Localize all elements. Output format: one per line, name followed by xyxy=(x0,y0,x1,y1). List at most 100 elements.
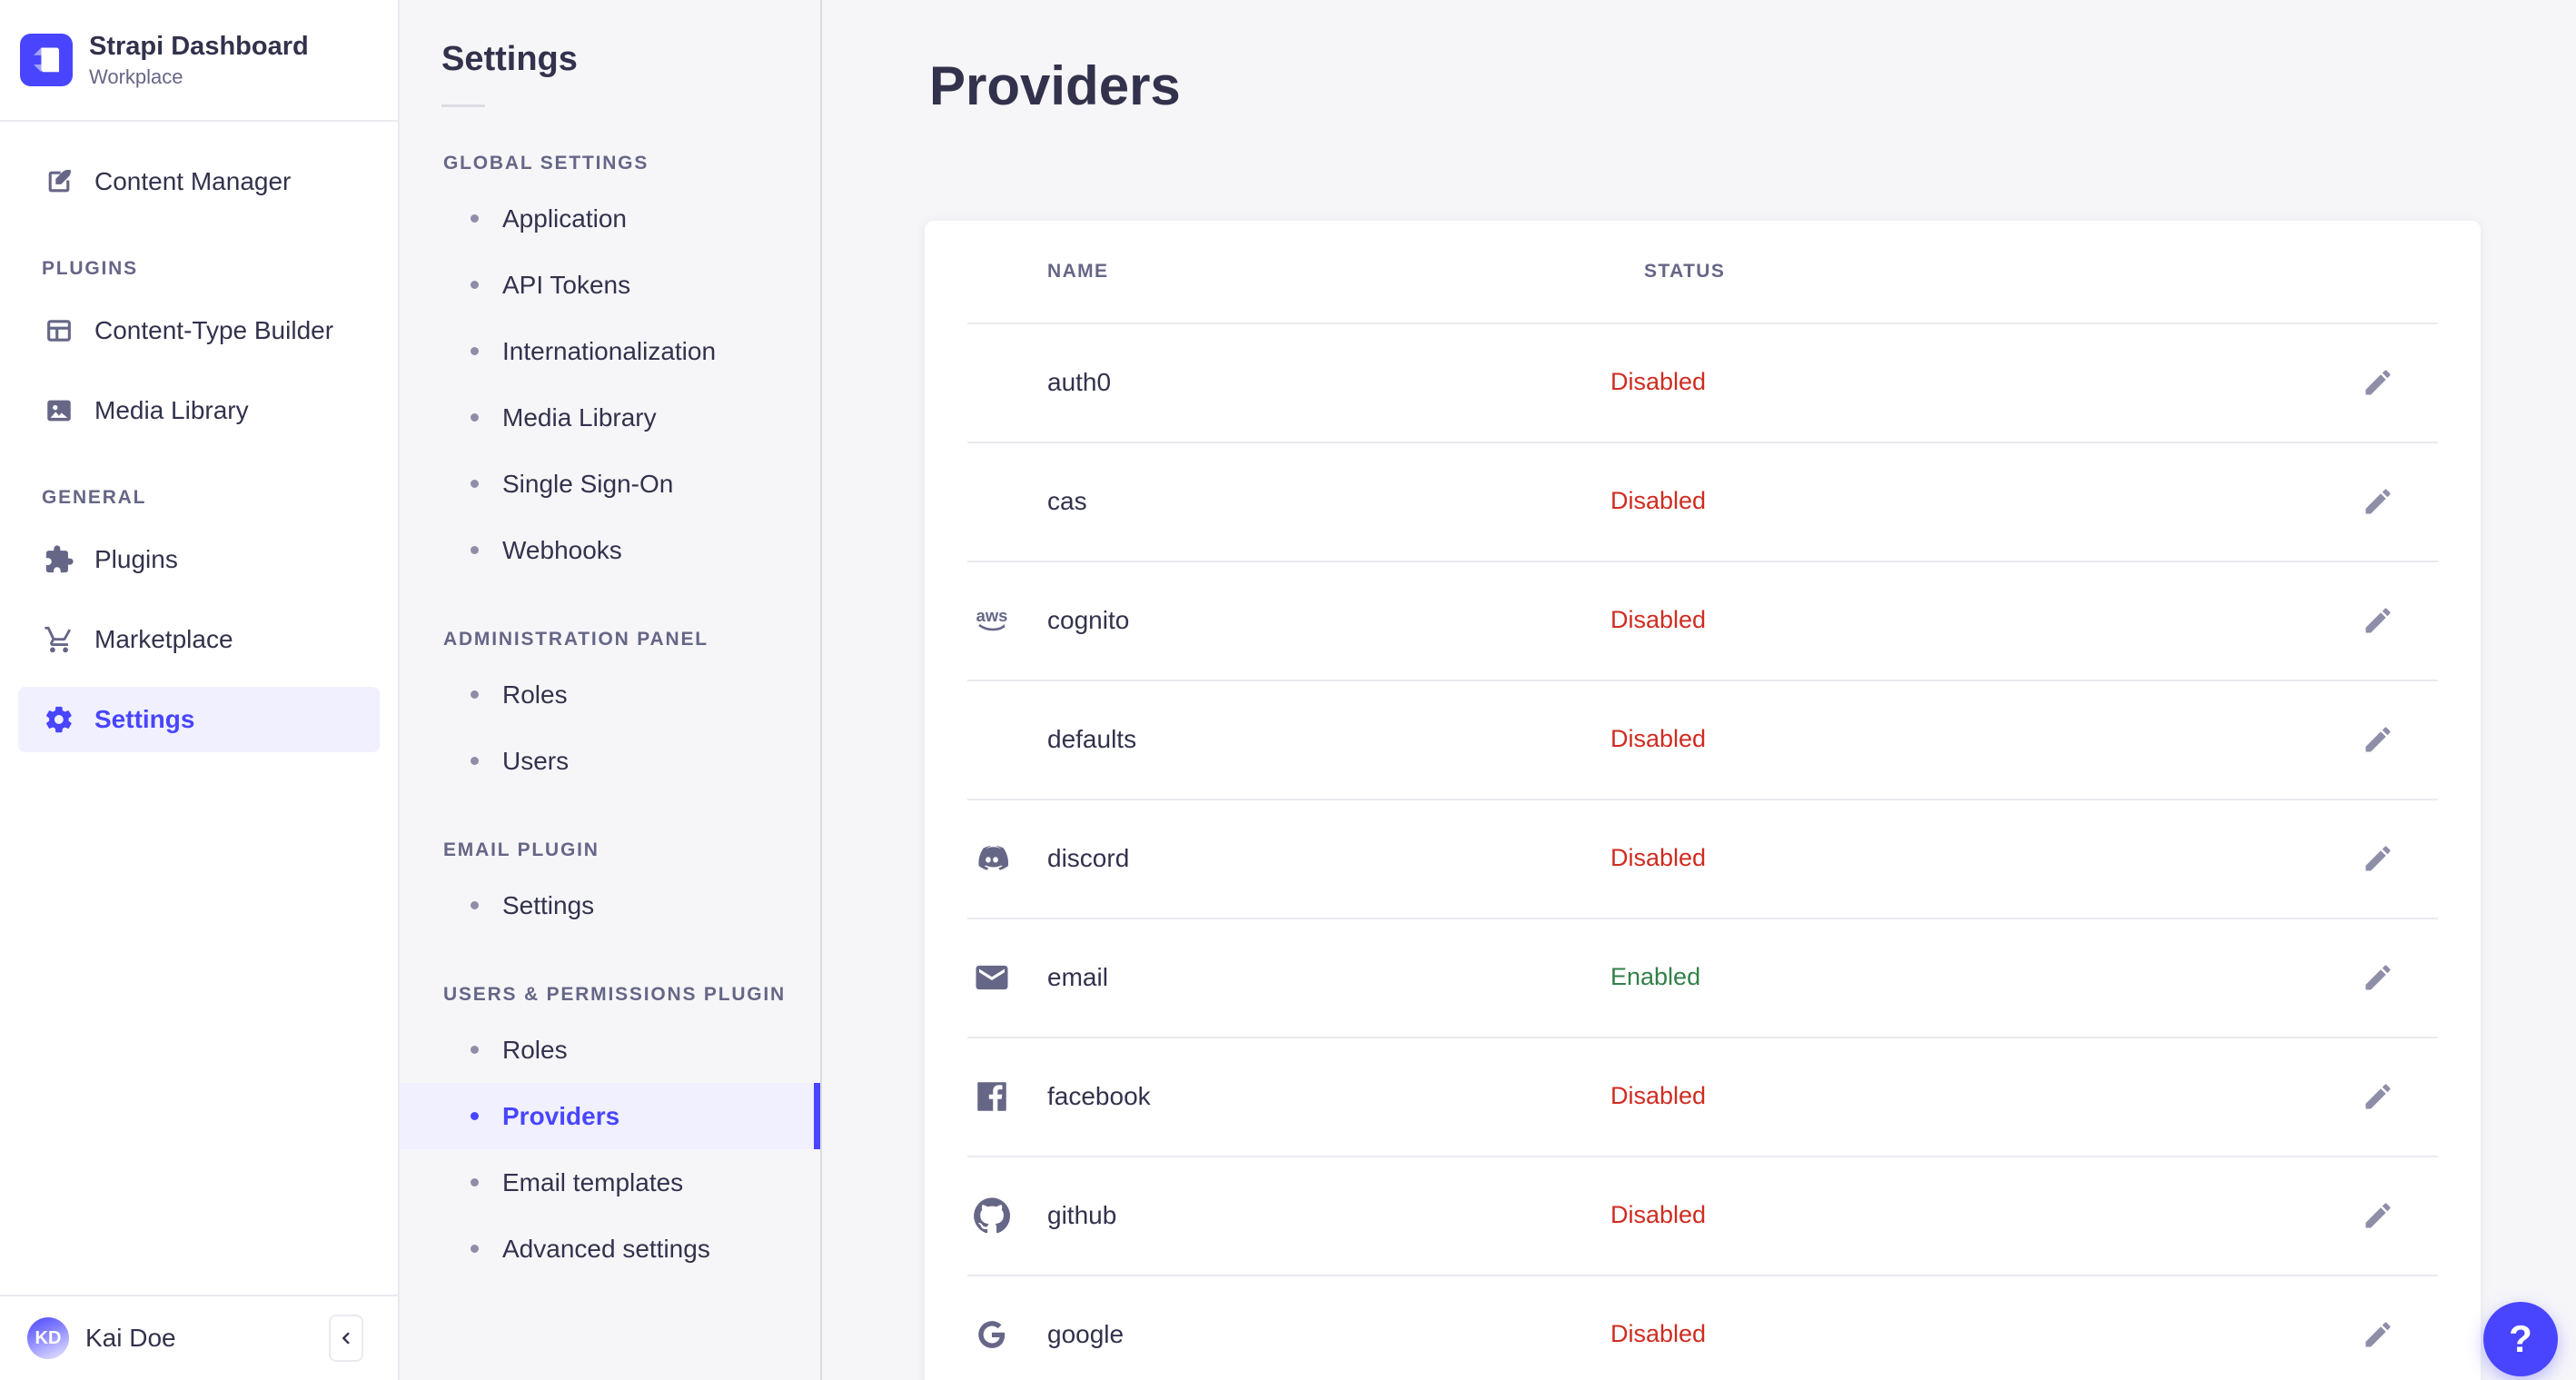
provider-name: discord xyxy=(1047,843,1130,872)
subnav-item-label: Single Sign-On xyxy=(502,469,674,498)
sidebar-item-label: Media Library xyxy=(94,395,249,424)
sidebar-item-marketplace[interactable]: Marketplace xyxy=(18,607,380,672)
sidebar-item-label: Content-Type Builder xyxy=(94,315,334,344)
table-row-discord[interactable]: discord Disabled xyxy=(925,799,2481,918)
subnav-item-webhooks[interactable]: Webhooks xyxy=(400,517,820,583)
subnav-item-roles[interactable]: Roles xyxy=(400,1017,820,1083)
edit-provider-button[interactable] xyxy=(2348,1186,2408,1246)
help-button[interactable]: ? xyxy=(2483,1302,2558,1376)
edit-provider-button[interactable] xyxy=(2348,1067,2408,1127)
subnav-item-media-library[interactable]: Media Library xyxy=(400,384,820,451)
subnav-item-advanced-settings[interactable]: Advanced settings xyxy=(400,1216,820,1282)
edit-provider-button[interactable] xyxy=(2348,948,2408,1008)
provider-name: github xyxy=(1047,1200,1117,1229)
sidebar-section-title-general: GENERAL xyxy=(42,486,147,508)
edit-provider-button[interactable] xyxy=(2348,472,2408,531)
table-body: auth0 Disabled cas Disabled aws cognito Disabl… xyxy=(925,323,2481,1380)
workspace-switcher[interactable]: Strapi Dashboard Workplace xyxy=(0,0,398,122)
bullet-icon xyxy=(471,546,479,554)
settings-subnav: Settings GLOBAL SETTINGS Application API T… xyxy=(400,0,822,1380)
subnav-item-label: Roles xyxy=(502,1035,568,1064)
github-icon xyxy=(970,1196,1014,1235)
feather-pen-icon xyxy=(44,166,74,197)
main-content: Providers NAME STATUS auth0 Disabled cas Di… xyxy=(822,0,2576,1380)
gear-icon xyxy=(44,704,74,735)
sidebar-item-label: Plugins xyxy=(94,544,178,573)
sidebar-item-label: Marketplace xyxy=(94,624,233,653)
provider-status: Disabled xyxy=(1610,606,1707,633)
pencil-icon xyxy=(2362,961,2394,994)
bullet-icon xyxy=(471,413,479,422)
edit-provider-button[interactable] xyxy=(2348,1305,2408,1365)
subnav-item-api-tokens[interactable]: API Tokens xyxy=(400,252,820,318)
subnav-item-roles[interactable]: Roles xyxy=(400,661,820,728)
sidebar-footer: KD Kai Doe xyxy=(0,1295,398,1380)
collapse-sidebar-button[interactable] xyxy=(329,1315,363,1362)
subnav-item-label: Advanced settings xyxy=(502,1234,710,1263)
subnav-item-internationalization[interactable]: Internationalization xyxy=(400,318,820,384)
user-name: Kai Doe xyxy=(85,1324,176,1352)
column-header-status: STATUS xyxy=(1644,261,1726,282)
row-actions xyxy=(2275,948,2481,1008)
pencil-icon xyxy=(2362,1080,2394,1113)
provider-status: Disabled xyxy=(1610,1320,1707,1347)
row-actions xyxy=(2275,591,2481,650)
pencil-icon xyxy=(2362,1199,2394,1232)
subnav-item-settings[interactable]: Settings xyxy=(400,872,820,938)
provider-name: auth0 xyxy=(1047,367,1112,396)
edit-provider-button[interactable] xyxy=(2348,829,2408,889)
subnav-item-users[interactable]: Users xyxy=(400,728,820,794)
bullet-icon xyxy=(471,480,479,488)
edit-provider-button[interactable] xyxy=(2348,591,2408,650)
subnav-item-label: Media Library xyxy=(502,402,657,432)
subnav-list: GLOBAL SETTINGS Application API Tokens Inte… xyxy=(400,153,820,1282)
subnav-section-title-users-permissions-plugin: USERS & PERMISSIONS PLUGIN xyxy=(443,984,787,1005)
bullet-icon xyxy=(471,1245,479,1253)
row-actions xyxy=(2275,1186,2481,1246)
sidebar-item-media-library[interactable]: Media Library xyxy=(18,378,380,443)
sidebar-item-plugins[interactable]: Plugins xyxy=(18,527,380,592)
provider-name: defaults xyxy=(1047,724,1137,753)
table-row-auth0[interactable]: auth0 Disabled xyxy=(925,323,2481,442)
table-row-cas[interactable]: cas Disabled xyxy=(925,442,2481,561)
pencil-icon xyxy=(2362,723,2394,756)
table-header-row: NAME STATUS xyxy=(925,221,2481,323)
subnav-section-title-email-plugin: EMAIL PLUGIN xyxy=(443,839,599,860)
avatar[interactable]: KD xyxy=(27,1317,69,1359)
table-row-email[interactable]: email Enabled xyxy=(925,918,2481,1037)
subnav-item-email-templates[interactable]: Email templates xyxy=(400,1149,820,1216)
sidebar-item-content-type-builder[interactable]: Content-Type Builder xyxy=(18,298,380,363)
subnav-item-label: Roles xyxy=(502,680,568,709)
bullet-icon xyxy=(471,347,479,355)
row-actions xyxy=(2275,1305,2481,1365)
bullet-icon xyxy=(471,214,479,223)
edit-provider-button[interactable] xyxy=(2348,352,2408,412)
table-row-defaults[interactable]: defaults Disabled xyxy=(925,680,2481,799)
provider-name: email xyxy=(1047,962,1108,991)
table-row-cognito[interactable]: aws cognito Disabled xyxy=(925,561,2481,680)
row-actions xyxy=(2275,1067,2481,1127)
edit-provider-button[interactable] xyxy=(2348,710,2408,769)
bullet-icon xyxy=(471,1112,479,1120)
sidebar-section-title-plugins: PLUGINS xyxy=(42,257,138,279)
bullet-icon xyxy=(471,757,479,765)
pencil-icon xyxy=(2362,842,2394,875)
sidebar-item-content-manager[interactable]: Content Manager xyxy=(18,149,380,214)
subnav-item-application[interactable]: Application xyxy=(400,185,820,252)
subnav-item-label: Internationalization xyxy=(502,336,717,365)
google-icon xyxy=(970,1315,1014,1354)
strapi-logo-icon xyxy=(20,33,73,86)
table-row-github[interactable]: github Disabled xyxy=(925,1156,2481,1275)
sidebar-item-settings[interactable]: Settings xyxy=(18,686,380,752)
provider-status: Disabled xyxy=(1610,368,1707,395)
bullet-icon xyxy=(471,1046,479,1054)
subnav-item-providers[interactable]: Providers xyxy=(400,1083,820,1149)
provider-status: Enabled xyxy=(1610,963,1701,990)
bullet-icon xyxy=(471,1178,479,1186)
subnav-item-single-sign-on[interactable]: Single Sign-On xyxy=(400,451,820,517)
pencil-icon xyxy=(2362,366,2394,399)
layout-icon xyxy=(44,315,74,346)
sidebar-item-label: Settings xyxy=(94,704,195,733)
table-row-facebook[interactable]: facebook Disabled xyxy=(925,1037,2481,1156)
table-row-google[interactable]: google Disabled xyxy=(925,1275,2481,1380)
